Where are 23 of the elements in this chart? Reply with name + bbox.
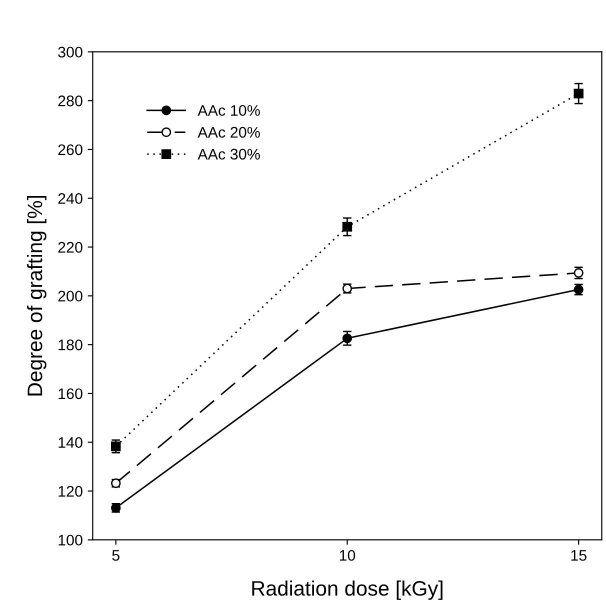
point xyxy=(342,222,352,232)
y-tick-label: 140 xyxy=(58,437,82,448)
legend-label: AAc 30% xyxy=(198,148,260,160)
y-tick-label: 260 xyxy=(58,144,82,156)
x-tick-label: 5 xyxy=(112,550,120,561)
y-tick-label: 180 xyxy=(58,340,82,350)
y-tick-label: 120 xyxy=(58,486,82,497)
y-tick-label: 100 xyxy=(58,534,82,546)
point xyxy=(342,333,352,344)
legend-label: AAc 20% xyxy=(198,126,260,138)
y-axis-title: Degree of grafting [%] xyxy=(26,196,46,396)
legend-label: AAc 10% xyxy=(198,105,260,116)
y-tick-label: 220 xyxy=(58,242,82,253)
y-tick-label: 160 xyxy=(58,388,82,400)
y-tick-label: 240 xyxy=(58,193,82,204)
point xyxy=(110,442,121,452)
y-tick-label: 280 xyxy=(58,96,82,106)
x-axis-title: Radiation dose [kGy] xyxy=(252,580,442,600)
x-tick-label: 10 xyxy=(340,550,356,561)
y-tick-label: 200 xyxy=(58,290,82,302)
point xyxy=(574,88,584,98)
x-tick-label: 15 xyxy=(571,550,586,561)
y-tick-label: 300 xyxy=(58,46,82,58)
